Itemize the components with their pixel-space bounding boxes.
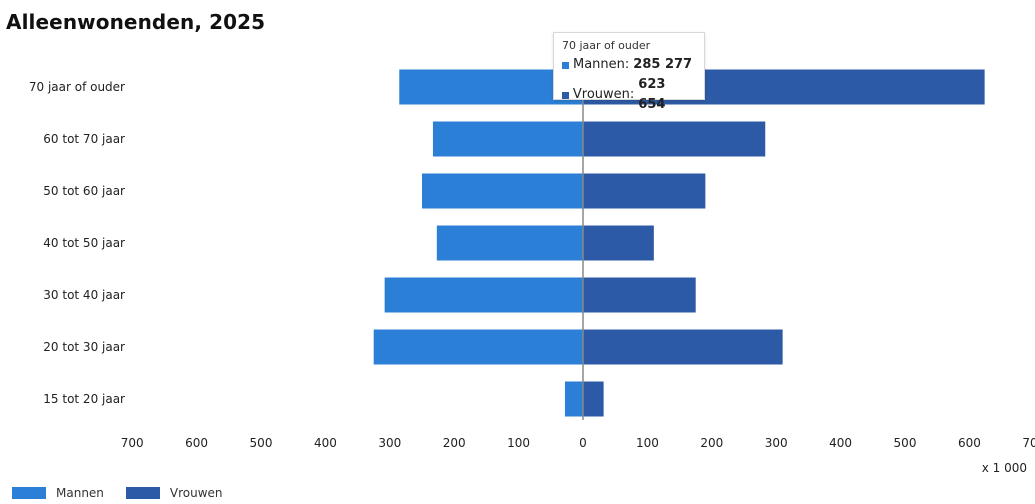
x-tick-label: 700 bbox=[121, 436, 144, 450]
category-label-70-jaar-of-ouder: 70 jaar of ouder bbox=[29, 80, 125, 94]
x-tick-label: 0 bbox=[579, 436, 587, 450]
x-tick-label: 500 bbox=[250, 436, 273, 450]
category-label-30-tot-40-jaar: 30 tot 40 jaar bbox=[43, 288, 125, 302]
x-tick-label: 400 bbox=[314, 436, 337, 450]
tooltip-label-mannen: Mannen: bbox=[573, 57, 630, 72]
tooltip-row-vrouwen: Vrouwen: 623 654 bbox=[562, 75, 696, 115]
x-tick-label: 100 bbox=[636, 436, 659, 450]
tooltip: 70 jaar of ouder Mannen: 285 277 Vrouwen… bbox=[553, 32, 705, 112]
category-label-60-tot-70-jaar: 60 tot 70 jaar bbox=[43, 132, 125, 146]
bar-vrouwen-15-tot-20-jaar[interactable] bbox=[583, 381, 604, 417]
x-tick-label: 100 bbox=[507, 436, 530, 450]
bar-mannen-15-tot-20-jaar[interactable] bbox=[564, 381, 583, 417]
tooltip-title: 70 jaar of ouder bbox=[562, 39, 651, 52]
bar-mannen-20-tot-30-jaar[interactable] bbox=[373, 329, 583, 365]
x-tick-label: 400 bbox=[829, 436, 852, 450]
legend-swatch-vrouwen bbox=[125, 487, 160, 499]
x-tick-label: 300 bbox=[765, 436, 788, 450]
bar-mannen-50-tot-60-jaar[interactable] bbox=[422, 173, 583, 209]
tooltip-value-vrouwen: 623 654 bbox=[638, 77, 666, 112]
legend-swatch-mannen bbox=[12, 487, 46, 499]
legend-label-vrouwen: Vrouwen bbox=[169, 486, 223, 500]
category-label-50-tot-60-jaar: 50 tot 60 jaar bbox=[43, 184, 125, 198]
bar-mannen-60-tot-70-jaar[interactable] bbox=[432, 121, 583, 157]
unit-label: x 1 000 bbox=[981, 461, 1027, 475]
x-tick-label: 500 bbox=[894, 436, 917, 450]
bar-mannen-70-jaar-of-ouder[interactable] bbox=[399, 69, 583, 105]
x-tick-label: 700 bbox=[1022, 436, 1035, 450]
legend-item-vrouwen[interactable]: Vrouwen bbox=[125, 486, 223, 500]
bar-vrouwen-40-tot-50-jaar[interactable] bbox=[583, 225, 654, 261]
bar-vrouwen-50-tot-60-jaar[interactable] bbox=[583, 173, 706, 209]
tooltip-swatch-mannen bbox=[562, 61, 569, 69]
bar-vrouwen-60-tot-70-jaar[interactable] bbox=[583, 121, 766, 157]
x-tick-label: 600 bbox=[958, 436, 981, 450]
legend: Mannen Vrouwen bbox=[12, 486, 223, 500]
bar-vrouwen-20-tot-30-jaar[interactable] bbox=[583, 329, 783, 365]
legend-label-mannen: Mannen bbox=[56, 486, 104, 500]
x-tick-label: 300 bbox=[378, 436, 401, 450]
bar-mannen-40-tot-50-jaar[interactable] bbox=[436, 225, 583, 261]
chart-title: Alleenwonenden, 2025 bbox=[6, 10, 266, 34]
tooltip-label-vrouwen: Vrouwen: bbox=[572, 87, 635, 102]
x-tick-label: 200 bbox=[443, 436, 466, 450]
category-label-15-tot-20-jaar: 15 tot 20 jaar bbox=[43, 392, 125, 406]
legend-item-mannen[interactable]: Mannen bbox=[12, 486, 104, 500]
x-tick-label: 200 bbox=[700, 436, 723, 450]
bar-mannen-30-tot-40-jaar[interactable] bbox=[384, 277, 583, 313]
category-label-20-tot-30-jaar: 20 tot 30 jaar bbox=[43, 340, 125, 354]
tooltip-value-mannen: 285 277 bbox=[633, 57, 693, 72]
category-label-40-tot-50-jaar: 40 tot 50 jaar bbox=[43, 236, 125, 250]
bar-vrouwen-30-tot-40-jaar[interactable] bbox=[583, 277, 696, 313]
tooltip-swatch-vrouwen bbox=[562, 91, 569, 99]
x-tick-label: 600 bbox=[185, 436, 208, 450]
tooltip-row-mannen: Mannen: 285 277 bbox=[562, 55, 696, 75]
